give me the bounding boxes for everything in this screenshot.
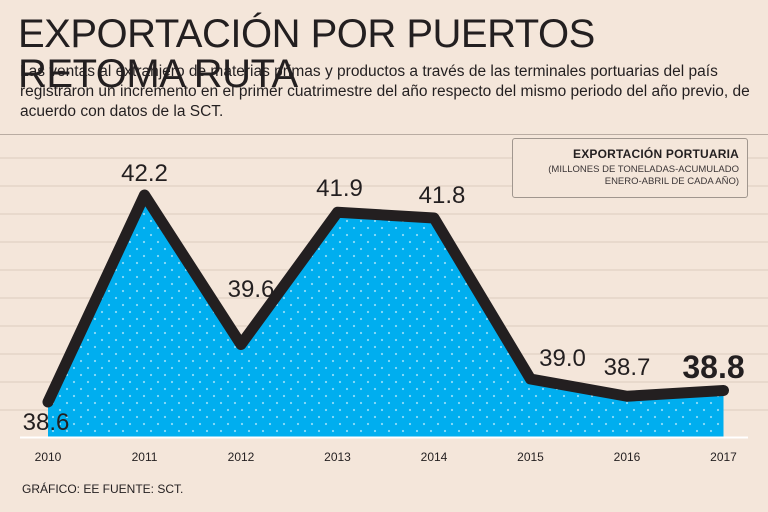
data-labels: 38.6 42.2 39.6 41.9 41.8 39.0 38.7 38.8 xyxy=(23,160,745,436)
data-label-2013: 41.9 xyxy=(316,175,363,202)
x-tick-2014: 2014 xyxy=(421,450,448,464)
data-label-2016: 38.7 xyxy=(604,354,651,381)
legend-box: EXPORTACIÓN PORTUARIA (MILLONES DE TONEL… xyxy=(512,138,748,198)
legend-units: (MILLONES DE TONELADAS-ACUMULADO ENERO-A… xyxy=(519,164,739,188)
legend-units-line1: (MILLONES DE TONELADAS-ACUMULADO xyxy=(548,164,739,175)
series-line xyxy=(42,189,729,408)
data-label-2011: 42.2 xyxy=(121,160,168,187)
x-tick-2017: 2017 xyxy=(710,450,737,464)
area-dot-pattern xyxy=(48,195,724,437)
headline: EXPORTACIÓN POR PUERTOS RETOMA RUTA xyxy=(18,12,595,96)
data-label-2014: 41.8 xyxy=(419,182,466,209)
data-label-2017: 38.8 xyxy=(682,349,744,385)
x-tick-2012: 2012 xyxy=(228,450,255,464)
data-label-2010: 38.6 xyxy=(23,409,70,436)
x-tick-2013: 2013 xyxy=(324,450,351,464)
x-tick-2016: 2016 xyxy=(614,450,641,464)
legend-title: EXPORTACIÓN PORTUARIA xyxy=(573,147,739,161)
data-label-2012: 39.6 xyxy=(228,276,275,303)
x-tick-2010: 2010 xyxy=(35,450,62,464)
x-tick-2011: 2011 xyxy=(132,450,158,464)
x-axis-ticks: 2010 2011 2012 2013 2014 2015 2016 2017 xyxy=(35,450,738,464)
dek-text: Las ventas al extranjero de materias pri… xyxy=(20,63,750,120)
footer-credit: GRÁFICO: EE FUENTE: SCT. xyxy=(22,482,184,496)
divider xyxy=(0,134,768,135)
x-tick-2015: 2015 xyxy=(517,450,544,464)
legend-units-line2: ENERO-ABRIL DE CADA AÑO) xyxy=(604,176,739,187)
data-label-2015: 39.0 xyxy=(539,345,586,372)
